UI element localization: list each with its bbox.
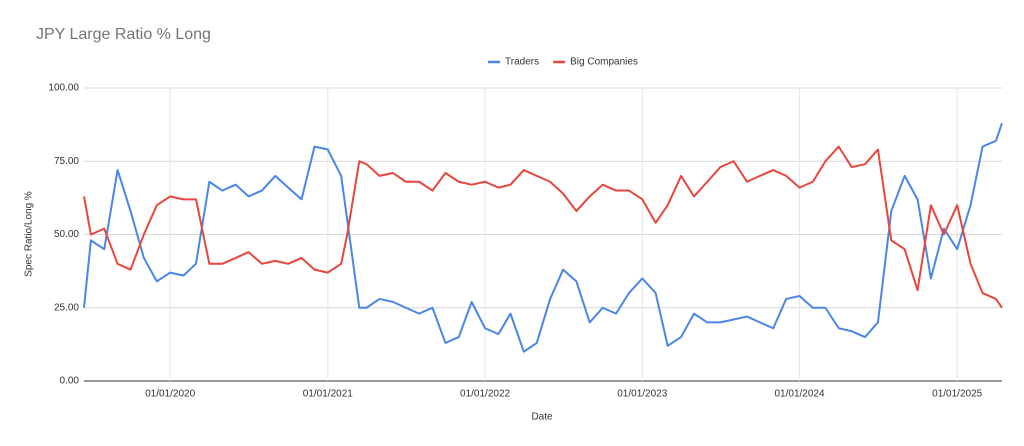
- y-tick-label: 25.00: [54, 302, 79, 313]
- x-axis-title: Date: [531, 412, 553, 423]
- legend: Traders Big Companies: [488, 57, 638, 68]
- legend-label: Big Companies: [570, 57, 638, 68]
- x-tick-label: 01/01/2021: [303, 389, 353, 400]
- x-tick-label: 01/01/2020: [145, 389, 195, 400]
- y-tick-label: 75.00: [54, 156, 79, 167]
- legend-item: Big Companies: [553, 57, 638, 68]
- x-tick-label: 01/01/2024: [775, 389, 825, 400]
- x-tick-label: 01/01/2023: [617, 389, 667, 400]
- series-line: [83, 122, 1003, 353]
- series-line: [83, 145, 1003, 309]
- y-tick-label: 50.00: [54, 229, 79, 240]
- legend-label: Traders: [505, 57, 539, 68]
- y-tick-label: 0.00: [60, 376, 80, 387]
- x-tick-label: 01/01/2025: [932, 389, 982, 400]
- y-axis-title: Spec Ratio/Long %: [24, 191, 35, 277]
- chart-title: JPY Large Ratio % Long: [36, 26, 211, 43]
- x-tick-label: 01/01/2022: [460, 389, 510, 400]
- y-tick-label: 100.00: [48, 83, 79, 94]
- legend-item: Traders: [488, 57, 539, 68]
